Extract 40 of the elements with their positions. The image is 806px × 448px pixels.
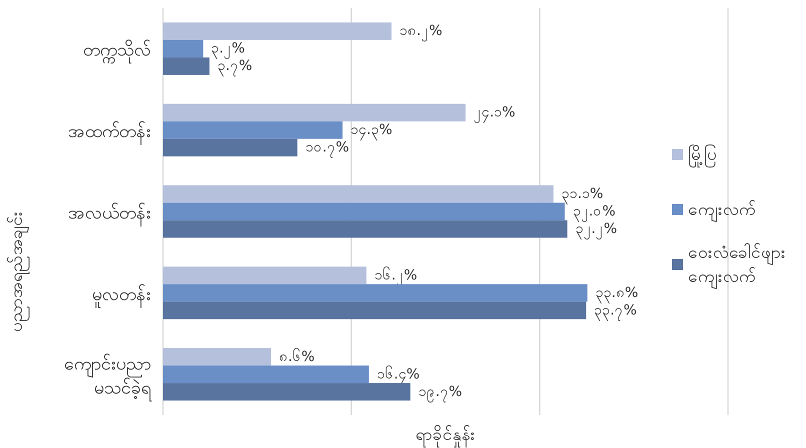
data-label: ၃.၂% [211,40,245,59]
legend-label: ဝေးလံခေါင်ဖျား ကျေးလက် [688,242,786,290]
data-label: ၁၉.၇% [418,384,462,402]
bar [163,57,210,75]
data-label: ၃၃.၇% [594,302,637,320]
data-label: ၃၂.၀% [572,204,616,222]
bar [163,202,565,220]
data-label: ၃၃.၈% [595,284,638,303]
data-label: ၁၆.၄% [376,366,420,384]
bar [163,366,369,384]
bar [163,138,298,156]
bar [163,40,204,58]
y-tick-label: တက္ကသိုလ် [83,40,151,64]
data-label: ၃၂.၂% [575,221,618,239]
data-label: ၁၄.၃% [350,122,392,140]
y-axis-title: ပညာအရည်အချင်း [7,211,30,332]
bar [163,220,568,238]
data-label: ၂၄.၁% [474,104,516,123]
bar [163,121,343,139]
bar [163,266,366,284]
bar [163,185,554,203]
y-tick-label: မူလတန်း [92,284,151,308]
bar [163,284,588,302]
data-label: ၃၁.၁% [561,186,604,204]
bar [163,348,271,366]
bar [163,383,410,401]
y-tick-label: ကျောင်းပညာ မသင်ခဲ့ရ [64,353,152,402]
data-label: ၈.၆% [278,348,315,365]
y-tick-label: အထက်တန်း [68,121,151,146]
data-label: ၁၀.၇% [305,140,350,158]
data-label: ၁၈.၂% [400,23,442,42]
bar [163,104,466,122]
bar [163,302,586,320]
y-tick-label: အလယ်တန်း [68,202,151,226]
x-axis-title: ရာခိုင်နှုန်း [416,425,476,448]
legend-label: ကျေးလက် [688,200,756,223]
data-label: ၁၆.၂% [374,267,418,286]
data-label: ၃.၇% [217,58,252,76]
legend-label: မြို့ပြ [688,143,717,168]
bar [163,22,392,40]
